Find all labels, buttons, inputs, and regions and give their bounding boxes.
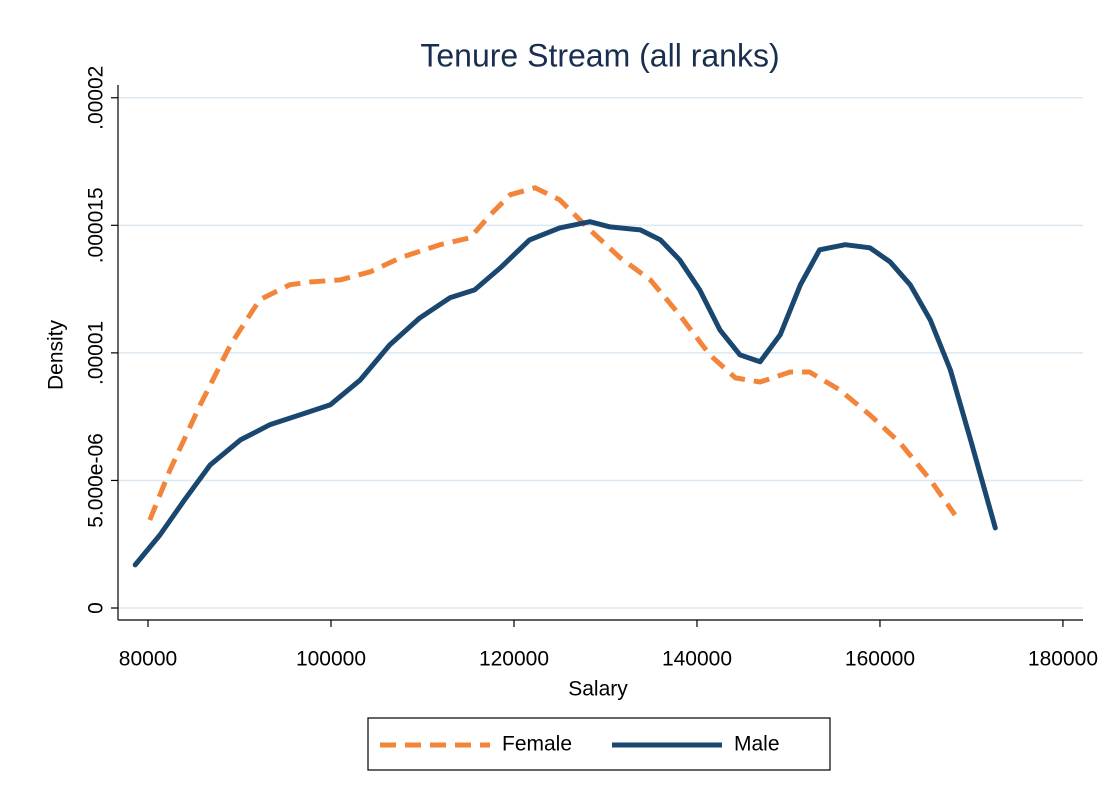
legend-label: Male [734,733,780,756]
y-axis-label: Density [45,319,68,390]
y-tick-label: .00001 [85,321,108,385]
y-tick-label: .000015 [85,187,108,263]
x-tick-label: 160000 [845,648,915,671]
x-tick-label: 140000 [662,648,732,671]
y-tick-label: .00002 [85,66,108,130]
y-tick-label: 5.000e-06 [85,433,108,528]
x-tick-label: 180000 [1028,648,1098,671]
y-tick-label: 0 [85,602,108,614]
x-tick-label: 120000 [479,648,549,671]
x-axis-label: Salary [568,678,628,701]
x-tick-label: 80000 [119,648,177,671]
series-line [132,219,998,568]
x-tick-label: 100000 [296,648,366,671]
legend-label: Female [502,733,572,756]
chart-title: Tenure Stream (all ranks) [420,37,779,73]
series-line [147,185,958,521]
